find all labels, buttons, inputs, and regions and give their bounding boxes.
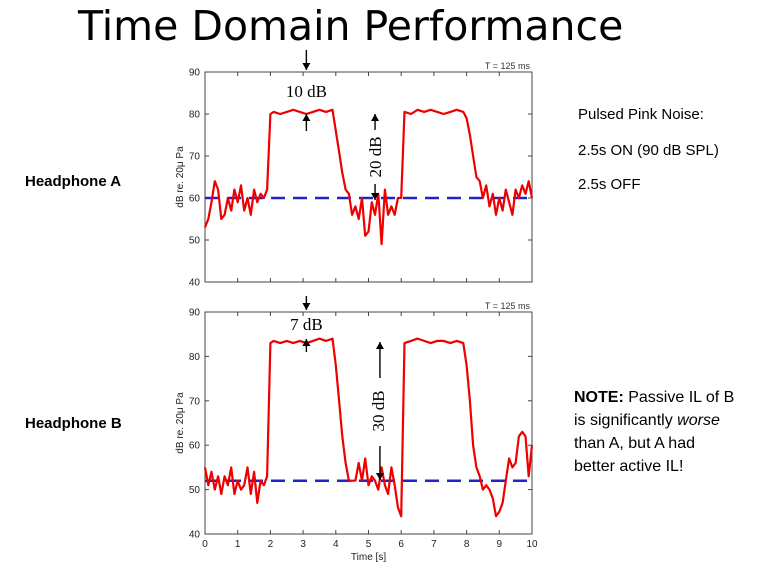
- note-line-4: better active IL!: [574, 458, 684, 475]
- legend-line-1: Pulsed Pink Noise:: [578, 106, 704, 123]
- chart-b-annotation-top: 7 dB: [290, 315, 323, 334]
- chart-a-inner-arrow-up-head: [302, 114, 311, 121]
- legend-line-2: 2.5s ON (90 dB SPL): [578, 142, 719, 159]
- chart-a-annotation-mid: 20 dB: [366, 136, 385, 177]
- chart-b-xtick-label: 2: [268, 539, 274, 550]
- chart-a-top-arrow-down-head: [302, 63, 311, 70]
- legend-line-3: 2.5s OFF: [578, 176, 641, 193]
- chart-b-xtick-label: 10: [526, 539, 538, 550]
- chart-a-annotation-top: 10 dB: [286, 82, 327, 101]
- chart-b-inner-arrow-up-head: [302, 339, 311, 346]
- note-line-3: than A, but A had: [574, 435, 695, 452]
- chart-b-xtick-label: 3: [300, 539, 306, 550]
- chart-b-ytick-label: 60: [189, 441, 201, 452]
- chart-b-signal-line: [203, 337, 534, 518]
- note-line-2: is significantly worse: [574, 409, 734, 432]
- chart-b-ytick-label: 80: [189, 352, 201, 363]
- chart-b-mid-arrow-down-head: [375, 473, 384, 480]
- chart-a-ytick-label: 60: [189, 194, 201, 205]
- chart-a-mid-arrow-down-head: [371, 193, 380, 200]
- chart-b-xtick-label: 6: [398, 539, 404, 550]
- chart-b-ytick-label: 90: [189, 308, 201, 319]
- chart-b-ytick-label: 40: [189, 530, 201, 541]
- chart-b-xtick-label: 9: [497, 539, 503, 550]
- chart-a-ytick-label: 90: [189, 68, 201, 79]
- chart-b-annotation-mid: 30 dB: [369, 390, 388, 431]
- chart-b-xtick-label: 1: [235, 539, 241, 550]
- page-title: Time Domain Performance: [78, 2, 624, 50]
- chart-b-mid-arrow-up-head: [375, 342, 384, 349]
- chart-a-ytick-label: 70: [189, 152, 201, 163]
- note-line-1-rest: Passive IL of B: [623, 389, 735, 406]
- note-bold: NOTE:: [574, 389, 624, 406]
- chart-a-time-constant: T = 125 ms: [485, 61, 531, 71]
- chart-b-ytick-label: 70: [189, 396, 201, 407]
- note-line-2-pre: is significantly: [574, 412, 678, 429]
- chart-b-y-axis-label: dB re. 20μ Pa: [175, 392, 186, 454]
- note-emphasis: worse: [677, 412, 720, 429]
- chart-a-ytick-label: 50: [189, 236, 201, 247]
- chart-a-ytick-label: 40: [189, 278, 201, 289]
- chart-b-xtick-label: 5: [366, 539, 372, 550]
- chart-a-y-axis-label: dB re. 20μ Pa: [175, 146, 186, 208]
- chart-b-time-constant: T = 125 ms: [485, 301, 531, 311]
- chart-b-ytick-label: 50: [189, 485, 201, 496]
- chart-b-xtick-label: 7: [431, 539, 437, 550]
- chart-b-xtick-label: 0: [202, 539, 208, 550]
- chart-a-mid-arrow-up-head: [371, 114, 380, 121]
- chart-b-x-axis-label: Time [s]: [351, 552, 386, 563]
- note-block: NOTE: Passive IL of B is significantly w…: [574, 386, 734, 478]
- chart-a-ytick-label: 80: [189, 110, 201, 121]
- note-line-1: NOTE: Passive IL of B: [574, 386, 734, 409]
- chart-b-xtick-label: 4: [333, 539, 339, 550]
- chart-b-top-arrow-down-head: [302, 303, 311, 310]
- headphone-b-label: Headphone B: [25, 415, 122, 432]
- headphone-a-label: Headphone A: [25, 173, 122, 190]
- chart-a-signal-line: [203, 108, 534, 246]
- chart-b-xtick-label: 8: [464, 539, 470, 550]
